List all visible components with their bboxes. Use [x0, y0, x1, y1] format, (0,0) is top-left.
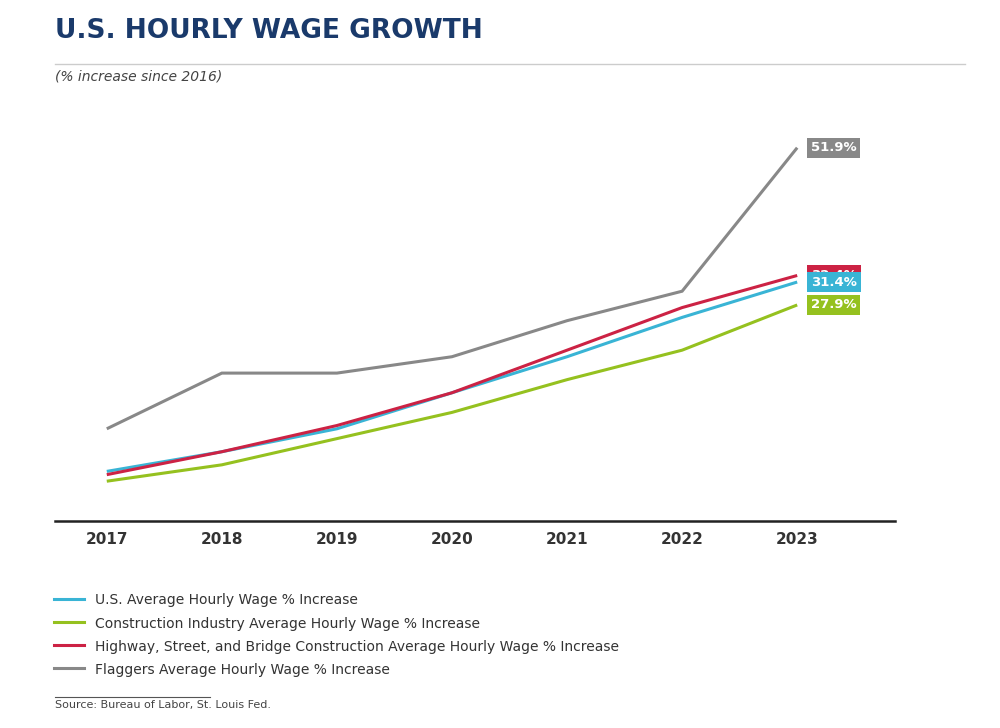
Text: 32.4%: 32.4%: [811, 269, 857, 282]
Text: (% increase since 2016): (% increase since 2016): [55, 69, 222, 83]
Text: U.S. HOURLY WAGE GROWTH: U.S. HOURLY WAGE GROWTH: [55, 18, 483, 44]
Text: 51.9%: 51.9%: [811, 141, 857, 154]
Text: 27.9%: 27.9%: [811, 298, 857, 312]
Text: Source: Bureau of Labor, St. Louis Fed.: Source: Bureau of Labor, St. Louis Fed.: [55, 700, 271, 711]
Legend: U.S. Average Hourly Wage % Increase, Construction Industry Average Hourly Wage %: U.S. Average Hourly Wage % Increase, Con…: [54, 593, 619, 676]
Text: 31.4%: 31.4%: [811, 275, 857, 288]
